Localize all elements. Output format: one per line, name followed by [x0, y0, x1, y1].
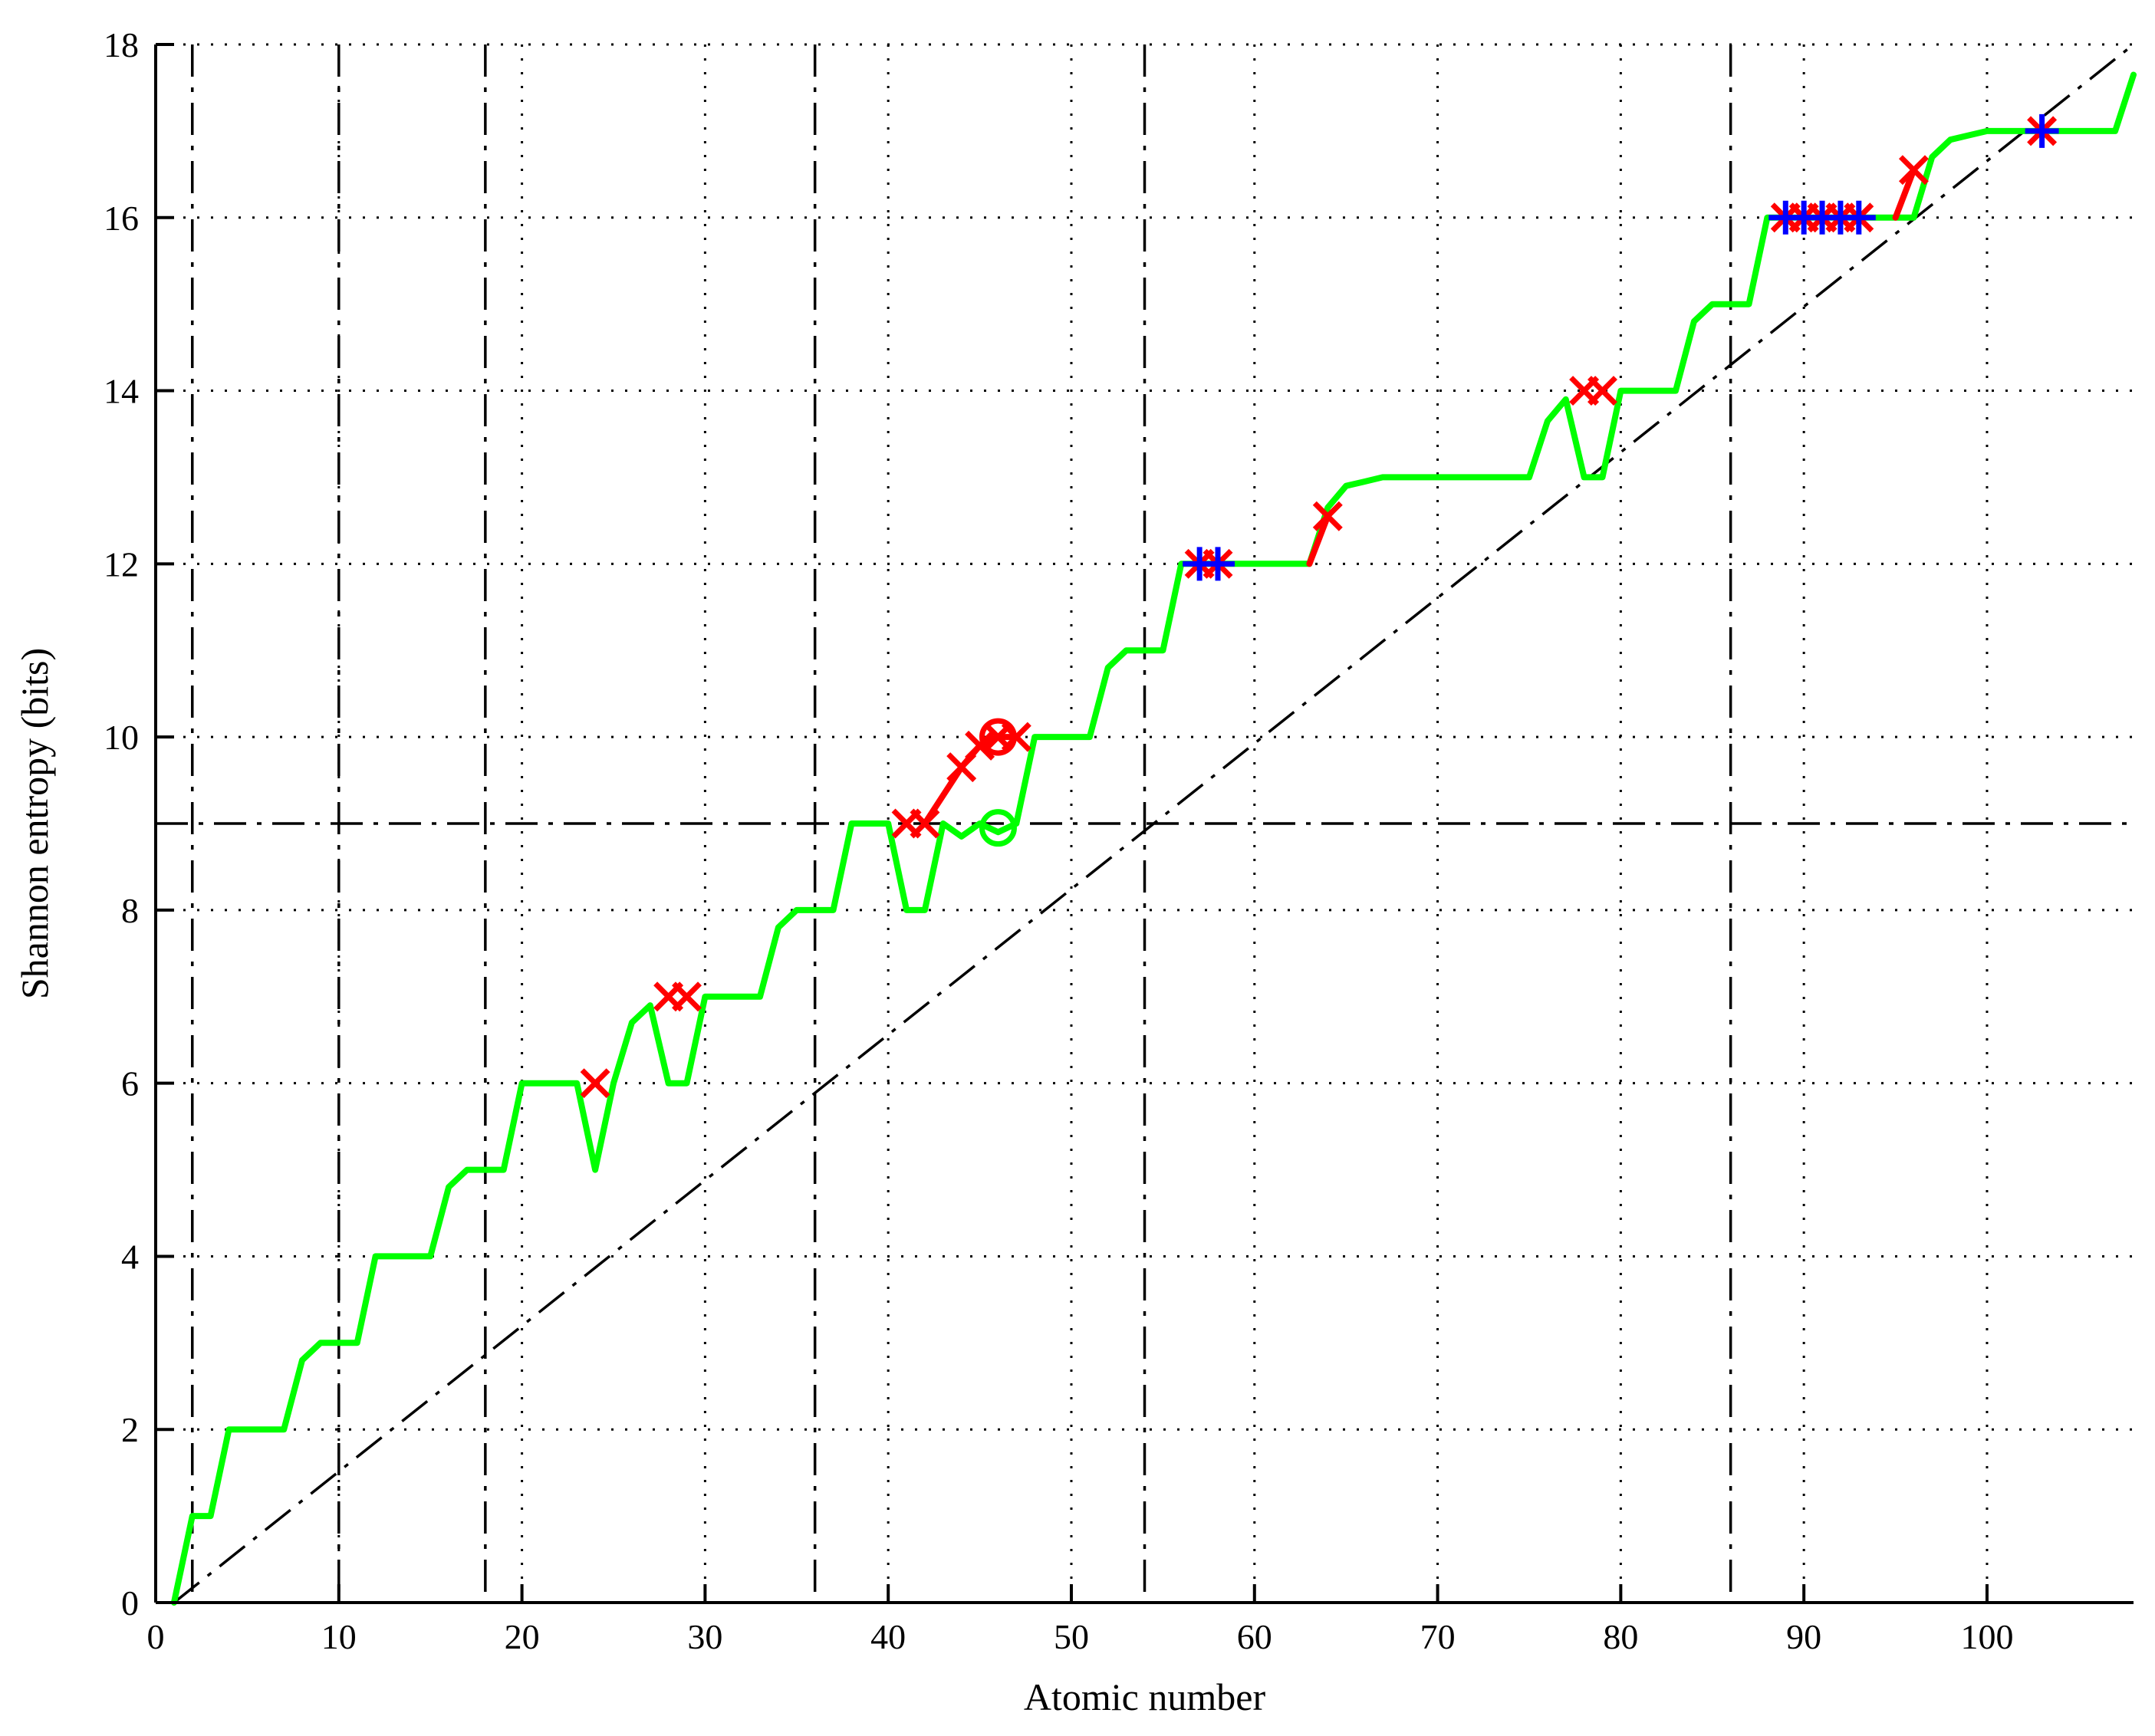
marker-cross — [1898, 155, 1929, 186]
marker-stroke — [1898, 155, 1929, 186]
y-tick-label: 6 — [121, 1064, 139, 1103]
diagonal-reference-line — [173, 43, 2135, 1604]
x-axis-label: Atomic number — [1024, 1675, 1266, 1718]
y-tick-label: 2 — [121, 1410, 139, 1449]
marker-layer — [580, 113, 2059, 1099]
y-tick-label: 10 — [104, 718, 139, 757]
reference-lines — [156, 43, 2135, 1604]
marker-circle — [979, 809, 1017, 847]
marker-stroke — [965, 730, 995, 761]
x-tick-label: 90 — [1786, 1617, 1821, 1656]
series-line-0 — [170, 71, 2137, 1606]
marker-circle — [979, 809, 1017, 847]
marker-stroke — [672, 981, 702, 1012]
y-tick-label: 0 — [121, 1583, 139, 1623]
marker-stroke — [580, 1068, 610, 1099]
x-tick-label: 20 — [505, 1617, 540, 1656]
x-tick-label: 10 — [321, 1617, 357, 1656]
tick-labels: 0 10 20 30 40 50 60 70 80 90 100 0 2 4 6 8 10 12 14 16 18 — [104, 25, 2013, 1656]
x-tick-label: 0 — [147, 1617, 165, 1656]
x-tick-label: 50 — [1054, 1617, 1089, 1656]
y-tick-label: 4 — [121, 1237, 139, 1276]
y-tick-label: 12 — [104, 544, 139, 584]
y-tick-label: 8 — [121, 891, 139, 930]
marker-cross — [672, 981, 702, 1012]
x-tick-label: 100 — [1960, 1617, 2013, 1656]
series-layer — [170, 71, 2137, 1606]
x-tick-label: 70 — [1420, 1617, 1456, 1656]
marker-circle — [979, 718, 1017, 756]
axes-layer — [154, 43, 2134, 1604]
marker-plus — [1201, 547, 1235, 581]
marker-cross — [580, 1068, 610, 1099]
x-tick-label: 40 — [870, 1617, 906, 1656]
y-axis-label: Shannon entropy (bits) — [13, 648, 56, 999]
marker-plus — [1841, 200, 1876, 235]
marker-cross — [1587, 376, 1617, 406]
y-tick-label: 18 — [104, 25, 139, 64]
series-segment-1-2 — [1892, 166, 1917, 221]
y-tick-label: 16 — [104, 199, 139, 238]
marker-cross — [910, 808, 940, 839]
y-tick-label: 14 — [104, 372, 139, 411]
series-segment-1-1 — [1306, 513, 1331, 567]
x-tick-label: 60 — [1237, 1617, 1272, 1656]
marker-stroke — [910, 808, 940, 839]
x-tick-label: 30 — [687, 1617, 722, 1656]
marker-plus — [2025, 113, 2059, 148]
marker-cross — [965, 730, 995, 761]
marker-stroke — [1587, 376, 1617, 406]
marker-cross — [1312, 501, 1343, 531]
marker-circle — [979, 718, 1017, 756]
marker-stroke — [1312, 501, 1343, 531]
x-tick-label: 80 — [1603, 1617, 1638, 1656]
